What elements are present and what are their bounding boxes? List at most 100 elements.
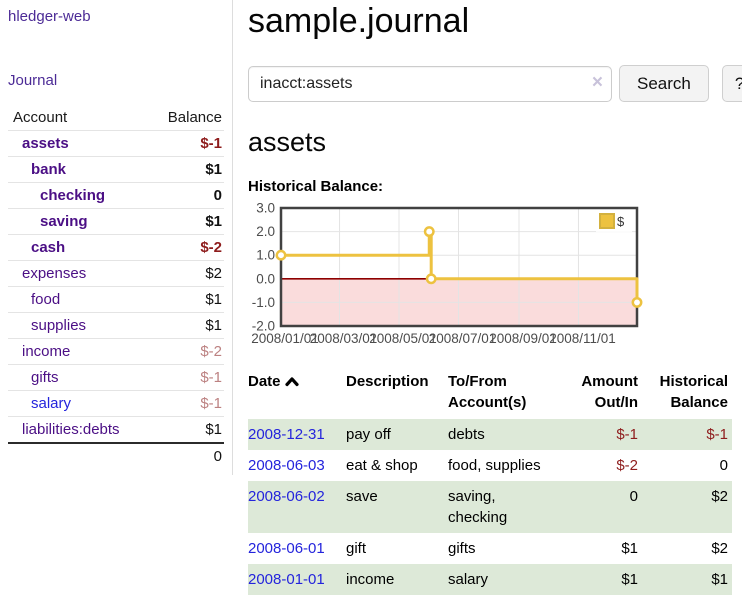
- account-row: liabilities:debts $1: [8, 416, 224, 444]
- account-row: salary $-1: [8, 390, 224, 417]
- app-title-link[interactable]: hledger-web: [8, 8, 91, 25]
- transaction-description: save: [346, 488, 378, 505]
- transaction-date-link[interactable]: 2008-06-01: [248, 540, 325, 557]
- account-balance: $1: [205, 213, 222, 230]
- sidebar-item-journal[interactable]: Journal: [8, 72, 58, 89]
- account-balance: $-2: [200, 343, 222, 360]
- transaction-date-link[interactable]: 2008-12-31: [248, 426, 325, 443]
- accounts-total: 0: [213, 448, 222, 465]
- account-heading: assets: [248, 127, 327, 157]
- transaction-description: gift: [346, 540, 367, 557]
- chart-label: Historical Balance:: [248, 178, 384, 195]
- historical-balance-chart: $3.0 2.0 1.0 0.0 -1.0 -2.0 2008/01/01 2008/03/0…: [248, 201, 688, 352]
- transaction-amount: $-1: [616, 426, 638, 443]
- account-link-food[interactable]: food: [31, 291, 61, 308]
- transaction-accounts: gifts: [448, 540, 476, 557]
- accounts-total-row: 0: [8, 443, 224, 469]
- transaction-date-link[interactable]: 2008-01-01: [248, 571, 325, 588]
- register-table: Date Description To/From Account(s) Amou…: [248, 369, 732, 595]
- account-balance: $-1: [200, 369, 222, 386]
- account-balance: $1: [205, 291, 222, 308]
- account-balance: 0: [213, 187, 222, 204]
- account-link-income[interactable]: income: [22, 343, 71, 360]
- register-header-accounts: To/From Account(s): [448, 373, 527, 411]
- transaction-amount: 0: [629, 488, 638, 505]
- account-link-salary[interactable]: salary: [31, 395, 72, 412]
- account-balance: $1: [205, 161, 222, 178]
- account-link-expenses[interactable]: expenses: [22, 265, 87, 282]
- account-row: expenses $2: [8, 260, 224, 287]
- sidebar: hledger-web Journal Account Balance asse…: [0, 0, 233, 475]
- transaction-amount: $1: [621, 571, 638, 588]
- transaction-row: 2008-06-03 eat & shop food, supplies $-2 0: [248, 450, 732, 481]
- transaction-amount: $1: [621, 540, 638, 557]
- register-header-amount: Amount Out/In: [581, 373, 638, 411]
- account-balance: $-2: [200, 239, 222, 256]
- transaction-date-link[interactable]: 2008-06-03: [248, 457, 325, 474]
- account-link-gifts[interactable]: gifts: [31, 369, 59, 386]
- register-header-description: Description: [346, 373, 429, 390]
- transaction-accounts: saving, checking: [448, 488, 508, 526]
- account-balance: $-1: [200, 135, 222, 152]
- y-axis-tick: 1.0: [256, 248, 275, 263]
- account-balance: $2: [205, 265, 222, 282]
- transaction-row: 2008-06-02 save saving, checking 0 $2: [248, 481, 732, 533]
- account-row: food $1: [8, 286, 224, 313]
- accounts-header-balance: Balance: [167, 109, 222, 126]
- transaction-balance: $1: [711, 571, 728, 588]
- x-axis-tick: 2008/05/01: [369, 331, 437, 346]
- search-input[interactable]: [248, 65, 612, 102]
- account-link-cash[interactable]: cash: [31, 239, 66, 256]
- register-header-date[interactable]: Date: [248, 369, 346, 419]
- account-link-checking[interactable]: checking: [40, 187, 106, 204]
- account-link-bank[interactable]: bank: [31, 161, 67, 178]
- account-row: income $-2: [8, 338, 224, 365]
- help-button[interactable]: ?: [721, 65, 742, 102]
- y-axis-tick: 2.0: [256, 224, 275, 239]
- account-row: assets $-1: [8, 130, 224, 157]
- main-content: sample.journal × Search ? assets Histori…: [233, 0, 742, 595]
- x-axis-tick: 2008/11/01: [549, 331, 616, 346]
- x-axis-tick: 2008/09/01: [489, 331, 557, 346]
- y-axis-tick: -2.0: [252, 319, 275, 334]
- account-link-liabilities-debts[interactable]: liabilities:debts: [22, 421, 120, 438]
- transaction-date-link[interactable]: 2008-06-02: [248, 488, 325, 505]
- legend-swatch: [599, 213, 615, 229]
- transaction-balance: 0: [719, 457, 728, 474]
- transaction-accounts: salary: [448, 571, 489, 588]
- accounts-balance-table: Account Balance assets $-1 bank $1 checking 0…: [8, 105, 224, 469]
- transaction-row: 2008-12-31 pay off debts $-1 $-1: [248, 419, 732, 450]
- account-row: supplies $1: [8, 312, 224, 339]
- transaction-description: income: [346, 571, 395, 588]
- legend-label: $: [617, 214, 625, 229]
- account-row: cash $-2: [8, 234, 224, 261]
- transaction-balance: $2: [711, 488, 728, 505]
- x-axis-tick: 2008/07/01: [429, 331, 497, 346]
- account-balance: $-1: [200, 395, 222, 412]
- x-axis-tick: 2008/01/01: [251, 331, 319, 346]
- account-link-saving[interactable]: saving: [40, 213, 88, 230]
- register-header-balance: Historical Balance: [659, 373, 728, 411]
- account-row: bank $1: [8, 156, 224, 183]
- x-axis-tick: 2008/03/01: [310, 331, 378, 346]
- transaction-balance: $-1: [706, 426, 728, 443]
- account-balance: $1: [205, 317, 222, 334]
- accounts-header-account: Account: [13, 109, 68, 126]
- account-row: gifts $-1: [8, 364, 224, 391]
- transaction-balance: $2: [711, 540, 728, 557]
- transaction-accounts: debts: [448, 426, 485, 443]
- account-balance: $1: [205, 421, 222, 438]
- account-row: checking 0: [8, 182, 224, 209]
- y-axis-tick: 3.0: [256, 201, 275, 216]
- transaction-description: eat & shop: [346, 457, 418, 474]
- y-axis-tick: -1.0: [252, 295, 275, 310]
- chevron-up-icon: [284, 372, 299, 393]
- transaction-row: 2008-06-01 gift gifts $1 $2: [248, 533, 732, 564]
- search-button[interactable]: Search: [619, 65, 709, 102]
- y-axis-tick: 0.0: [256, 271, 275, 286]
- account-link-assets[interactable]: assets: [22, 135, 69, 152]
- page-title: sample.journal: [248, 2, 470, 40]
- clear-search-icon[interactable]: ×: [591, 71, 603, 93]
- account-link-supplies[interactable]: supplies: [31, 317, 87, 334]
